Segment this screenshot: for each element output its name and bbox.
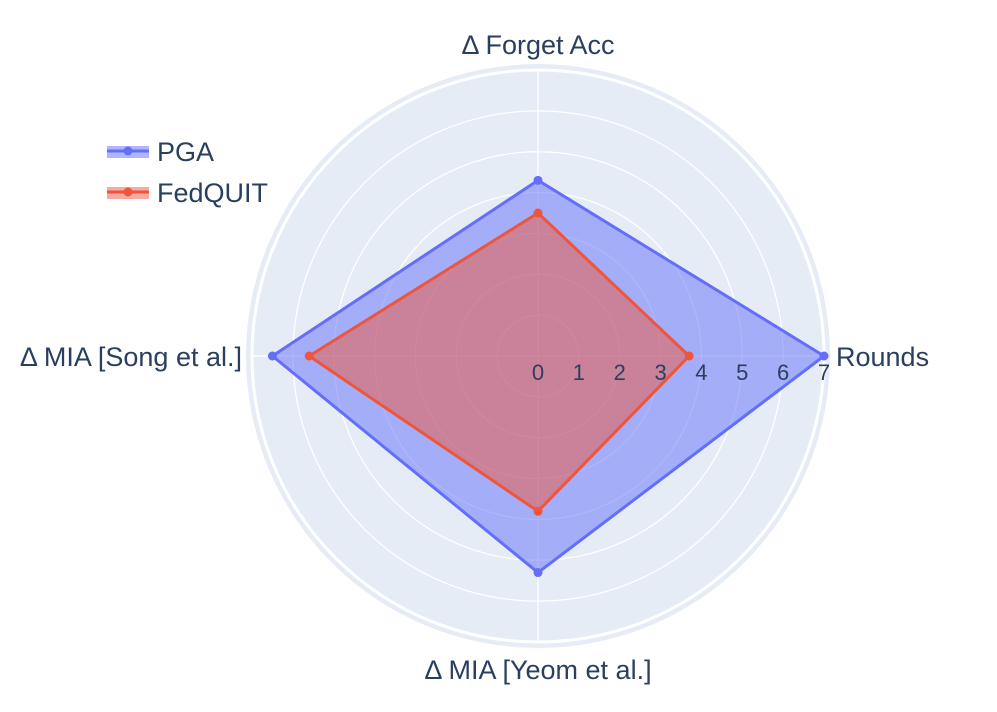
series-point-pga: [533, 568, 543, 578]
series-point-fedquit: [304, 351, 314, 361]
axis-label: Rounds: [836, 342, 929, 372]
legend-item-pga[interactable]: PGA: [107, 137, 214, 167]
series-point-fedquit: [533, 506, 543, 516]
radial-tick-label: 2: [614, 360, 626, 385]
legend[interactable]: PGA FedQUIT: [107, 137, 268, 208]
radial-tick-label: 7: [818, 360, 830, 385]
series-point-fedquit: [533, 208, 543, 218]
axis-label: Δ Forget Acc: [461, 30, 614, 60]
series-point-pga: [819, 351, 829, 361]
series-layer: [267, 175, 829, 578]
series-point-fedquit: [684, 351, 694, 361]
radial-tick-labels: 0 1 2 3 4 5 6 7: [532, 360, 830, 385]
legend-marker: [123, 146, 133, 156]
axis-label: Δ MIA [Song et al.]: [20, 342, 242, 372]
radial-tick-label: 6: [777, 360, 789, 385]
series-point-pga: [267, 351, 277, 361]
series-point-pga: [533, 175, 543, 185]
radial-tick-label: 4: [695, 360, 707, 385]
legend-marker: [123, 187, 133, 197]
radial-tick-label: 5: [736, 360, 748, 385]
radial-tick-label: 3: [654, 360, 666, 385]
axis-label: Δ MIA [Yeom et al.]: [424, 655, 651, 685]
legend-label: FedQUIT: [157, 178, 268, 208]
legend-label: PGA: [157, 137, 214, 167]
radial-tick-label: 0: [532, 360, 544, 385]
legend-item-fedquit[interactable]: FedQUIT: [107, 178, 268, 208]
radial-tick-label: 1: [573, 360, 585, 385]
angular-axis-labels: Rounds Δ Forget Acc Δ MIA [Song et al.] Δ M…: [20, 30, 929, 685]
